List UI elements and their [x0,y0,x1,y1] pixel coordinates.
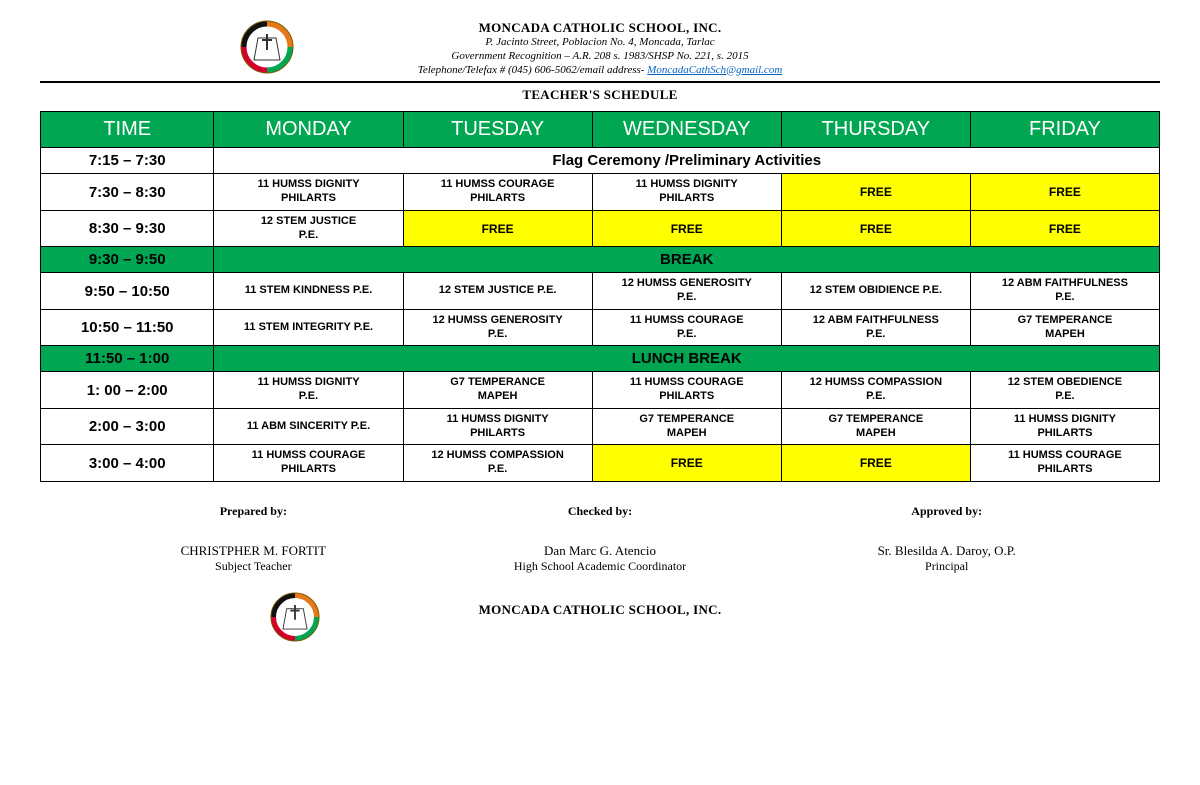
school-name: MONCADA CATHOLIC SCHOOL, INC. [40,20,1160,36]
schedule-cell: G7 TEMPERANCEMAPEH [403,372,592,409]
table-header-cell: TIME [41,112,214,148]
table-row: 9:50 – 10:5011 STEM KINDNESS P.E.12 STEM… [41,273,1160,310]
sig-label: Checked by: [427,504,774,519]
sig-name: Dan Marc G. Atencio [427,543,774,559]
sig-prepared: Prepared by: CHRISTPHER M. FORTIT Subjec… [80,504,427,574]
time-cell: 9:50 – 10:50 [41,273,214,310]
schedule-cell: 11 HUMSS DIGNITYPHILARTS [403,408,592,445]
table-row: 1: 00 – 2:0011 HUMSS DIGNITYP.E.G7 TEMPE… [41,372,1160,409]
schedule-table: TIMEMONDAYTUESDAYWEDNESDAYTHURSDAYFRIDAY… [40,111,1160,482]
time-cell: 8:30 – 9:30 [41,210,214,247]
schedule-cell: 12 HUMSS COMPASSIONP.E. [781,372,970,409]
span-cell: LUNCH BREAK [214,346,1160,372]
time-cell: 9:30 – 9:50 [41,247,214,273]
schedule-cell: FREE [403,210,592,247]
table-header-row: TIMEMONDAYTUESDAYWEDNESDAYTHURSDAYFRIDAY [41,112,1160,148]
tel-prefix: Telephone/Telefax # (045) 606-5062/email… [418,64,647,76]
sig-role: High School Academic Coordinator [427,559,774,574]
table-row: 2:00 – 3:0011 ABM SINCERITY P.E.11 HUMSS… [41,408,1160,445]
sig-label: Prepared by: [80,504,427,519]
school-address: P. Jacinto Street, Poblacion No. 4, Monc… [40,36,1160,50]
table-body: 7:15 – 7:30Flag Ceremony /Preliminary Ac… [41,148,1160,482]
table-row: 11:50 – 1:00LUNCH BREAK [41,346,1160,372]
schedule-cell: 11 HUMSS DIGNITYPHILARTS [592,174,781,211]
sig-checked: Checked by: Dan Marc G. Atencio High Sch… [427,504,774,574]
footer: MONCADA CATHOLIC SCHOOL, INC. [40,602,1160,618]
span-cell: BREAK [214,247,1160,273]
time-cell: 10:50 – 11:50 [41,309,214,346]
sig-approved: Approved by: Sr. Blesilda A. Daroy, O.P.… [773,504,1120,574]
table-row: 7:30 – 8:3011 HUMSS DIGNITYPHILARTS11 HU… [41,174,1160,211]
schedule-cell: 11 HUMSS DIGNITYPHILARTS [970,408,1159,445]
time-cell: 11:50 – 1:00 [41,346,214,372]
schedule-cell: 12 STEM OBEDIENCEP.E. [970,372,1159,409]
schedule-cell: 12 HUMSS GENEROSITYP.E. [403,309,592,346]
signatures: Prepared by: CHRISTPHER M. FORTIT Subjec… [80,504,1120,574]
schedule-cell: FREE [781,210,970,247]
schedule-cell: 11 HUMSS COURAGEPHILARTS [214,445,403,482]
table-header-cell: THURSDAY [781,112,970,148]
schedule-cell: 12 STEM JUSTICEP.E. [214,210,403,247]
schedule-cell: FREE [592,445,781,482]
school-recognition: Government Recognition – A.R. 208 s. 198… [40,50,1160,64]
school-logo-icon [270,592,320,642]
table-header-cell: MONDAY [214,112,403,148]
sig-role: Subject Teacher [80,559,427,574]
schedule-cell: 12 HUMSS COMPASSIONP.E. [403,445,592,482]
letterhead: MONCADA CATHOLIC SCHOOL, INC. P. Jacinto… [40,20,1160,83]
schedule-cell: G7 TEMPERANCEMAPEH [970,309,1159,346]
schedule-title: TEACHER'S SCHEDULE [40,87,1160,103]
schedule-cell: 11 HUMSS DIGNITYPHILARTS [214,174,403,211]
span-cell: Flag Ceremony /Preliminary Activities [214,148,1160,174]
schedule-cell: 11 STEM INTEGRITY P.E. [214,309,403,346]
email-link[interactable]: MoncadaCathSch@gmail.com [647,64,782,76]
table-header-cell: WEDNESDAY [592,112,781,148]
schedule-cell: 11 HUMSS DIGNITYP.E. [214,372,403,409]
schedule-cell: FREE [970,174,1159,211]
schedule-cell: FREE [781,174,970,211]
table-row: 8:30 – 9:3012 STEM JUSTICEP.E.FREEFREEFR… [41,210,1160,247]
schedule-cell: FREE [592,210,781,247]
schedule-cell: 12 ABM FAITHFULNESSP.E. [781,309,970,346]
schedule-cell: 11 HUMSS COURAGEPHILARTS [592,372,781,409]
schedule-cell: 11 HUMSS COURAGEPHILARTS [403,174,592,211]
table-row: 7:15 – 7:30Flag Ceremony /Preliminary Ac… [41,148,1160,174]
schedule-cell: 11 HUMSS COURAGEP.E. [592,309,781,346]
time-cell: 1: 00 – 2:00 [41,372,214,409]
schedule-cell: 11 STEM KINDNESS P.E. [214,273,403,310]
schedule-cell: 11 HUMSS COURAGEPHILARTS [970,445,1159,482]
schedule-cell: 12 STEM OBIDIENCE P.E. [781,273,970,310]
time-cell: 3:00 – 4:00 [41,445,214,482]
table-row: 10:50 – 11:5011 STEM INTEGRITY P.E.12 HU… [41,309,1160,346]
sig-name: Sr. Blesilda A. Daroy, O.P. [773,543,1120,559]
time-cell: 2:00 – 3:00 [41,408,214,445]
schedule-cell: 12 ABM FAITHFULNESSP.E. [970,273,1159,310]
table-header-cell: FRIDAY [970,112,1159,148]
school-logo-icon [240,20,294,74]
sig-role: Principal [773,559,1120,574]
time-cell: 7:15 – 7:30 [41,148,214,174]
schedule-cell: 11 ABM SINCERITY P.E. [214,408,403,445]
sig-label: Approved by: [773,504,1120,519]
schedule-cell: FREE [781,445,970,482]
time-cell: 7:30 – 8:30 [41,174,214,211]
footer-school-name: MONCADA CATHOLIC SCHOOL, INC. [40,602,1160,618]
schedule-cell: G7 TEMPERANCEMAPEH [781,408,970,445]
table-row: 3:00 – 4:0011 HUMSS COURAGEPHILARTS12 HU… [41,445,1160,482]
table-header-cell: TUESDAY [403,112,592,148]
table-row: 9:30 – 9:50BREAK [41,247,1160,273]
schedule-cell: G7 TEMPERANCEMAPEH [592,408,781,445]
sig-name: CHRISTPHER M. FORTIT [80,543,427,559]
schedule-cell: 12 HUMSS GENEROSITYP.E. [592,273,781,310]
schedule-cell: 12 STEM JUSTICE P.E. [403,273,592,310]
school-contact: Telephone/Telefax # (045) 606-5062/email… [40,64,1160,78]
schedule-cell: FREE [970,210,1159,247]
